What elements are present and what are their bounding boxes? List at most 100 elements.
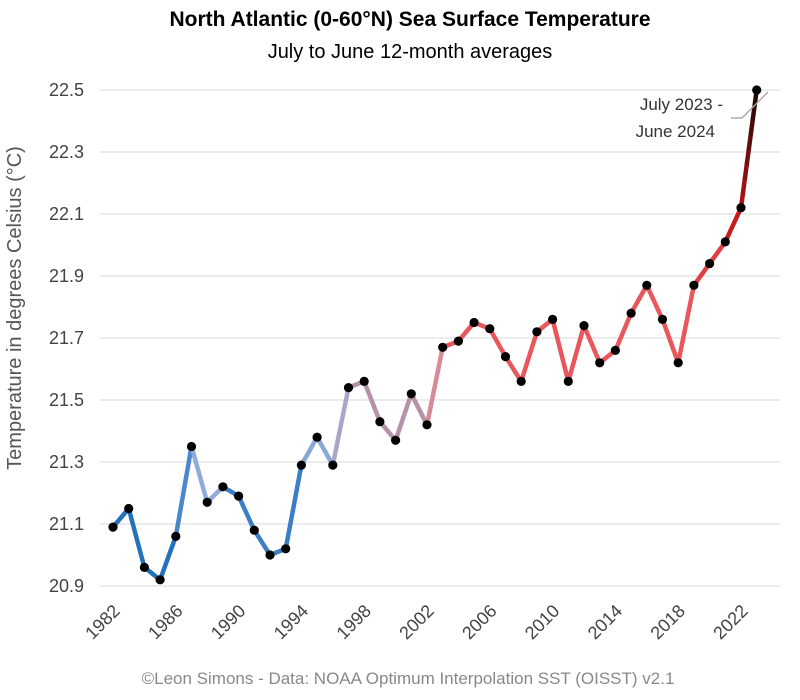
y-tick-label-3: 21.5 xyxy=(49,390,84,410)
y-tick-label-1: 21.1 xyxy=(49,514,84,534)
data-point-2022 xyxy=(736,203,746,213)
data-point-1989 xyxy=(218,482,228,492)
x-tick-labels: 1982 1986 1990 1994 1998 2002 2006 2010 2014 2018… xyxy=(81,601,751,643)
x-tick-label-8: 2014 xyxy=(584,601,626,643)
data-point-2015 xyxy=(626,308,636,318)
annotation-text-line2: June 2024 xyxy=(636,122,715,141)
chart-title: North Atlantic (0-60°N) Sea Surface Temp… xyxy=(169,8,650,31)
data-point-2019 xyxy=(689,280,699,290)
line-segment-13 xyxy=(314,434,336,468)
grid-lines xyxy=(100,89,780,587)
line-segment-4 xyxy=(173,444,194,539)
line-segment-26 xyxy=(518,329,540,384)
line-segment-5 xyxy=(189,444,210,505)
annotation: July 2023 - June 2024 xyxy=(636,91,769,141)
data-point-1990 xyxy=(234,491,244,501)
line-segment-40-4 xyxy=(746,131,754,152)
data-point-2013 xyxy=(595,358,605,368)
x-tick-label-3: 1994 xyxy=(270,601,312,643)
data-point-1999 xyxy=(375,417,385,427)
line-segment-24 xyxy=(487,326,508,359)
data-point-1997 xyxy=(343,383,354,393)
line-segment-40-6 xyxy=(750,102,757,122)
data-point-2017 xyxy=(657,314,668,324)
data-point-1992 xyxy=(265,550,275,560)
annotation-text-line1: July 2023 - xyxy=(640,95,723,114)
data-point-2010 xyxy=(548,314,558,324)
line-segment-36 xyxy=(675,283,697,366)
line-segment-20 xyxy=(424,345,445,428)
data-point-1995 xyxy=(312,432,322,442)
y-tick-label-7: 22.3 xyxy=(49,142,84,162)
y-tick-labels: 20.9 21.1 21.3 21.5 21.7 21.9 22.1 22.3 22.5 xyxy=(49,80,84,596)
data-point-2006 xyxy=(485,324,495,334)
data-point-2005 xyxy=(469,317,479,328)
line-segment-16 xyxy=(361,379,383,424)
annotation-leader-line-diagonal xyxy=(741,91,769,119)
source-credit: ©Leon Simons - Data: NOAA Optimum Interp… xyxy=(142,669,675,688)
data-point-2018 xyxy=(673,358,683,368)
line-segment-1 xyxy=(126,506,147,570)
data-point-2004 xyxy=(453,336,463,346)
data-point-1996 xyxy=(328,460,338,470)
data-point-2014 xyxy=(610,345,621,355)
data-point-1987 xyxy=(186,441,197,452)
data-point-1991 xyxy=(249,525,259,535)
data-point-2003 xyxy=(438,342,448,352)
y-tick-label-4: 21.7 xyxy=(49,328,84,348)
x-tick-label-1: 1986 xyxy=(144,601,186,643)
y-tick-label-8: 22.5 xyxy=(49,80,84,100)
line-segment-19 xyxy=(409,391,430,428)
line-segment-40-2 xyxy=(742,161,750,181)
data-point-2011 xyxy=(563,376,573,386)
line-segment-28 xyxy=(550,317,571,384)
data-point-2021 xyxy=(720,237,730,247)
series-line xyxy=(110,87,759,583)
line-segment-14 xyxy=(330,385,351,468)
data-point-2007 xyxy=(500,352,511,362)
y-tick-label-5: 21.9 xyxy=(49,266,84,286)
line-segment-40-1 xyxy=(740,176,748,196)
line-segment-8 xyxy=(236,493,257,533)
data-point-1984 xyxy=(139,562,149,573)
line-segment-30 xyxy=(581,323,602,366)
line-segment-32 xyxy=(613,310,634,353)
data-point-1994 xyxy=(296,460,306,470)
data-point-2000 xyxy=(391,435,401,445)
data-point-2001 xyxy=(406,389,416,399)
data-point-1988 xyxy=(202,497,212,507)
line-segment-34 xyxy=(644,283,665,322)
data-point-2008 xyxy=(516,376,526,386)
line-segment-25 xyxy=(503,354,524,384)
y-tick-label-2: 21.3 xyxy=(49,452,84,472)
chart-subtitle: July to June 12-month averages xyxy=(268,41,553,63)
y-tick-label-0: 20.9 xyxy=(49,576,84,596)
series-points xyxy=(108,85,762,585)
line-segment-12 xyxy=(299,434,320,468)
x-tick-label-5: 2002 xyxy=(395,601,437,643)
line-segment-33 xyxy=(628,283,650,316)
line-segment-18 xyxy=(393,391,414,443)
x-tick-label-0: 1982 xyxy=(81,601,123,643)
y-axis-label: Temperature in degrees Celsius (°C) xyxy=(4,146,26,470)
y-tick-label-6: 22.1 xyxy=(49,204,84,224)
x-tick-label-7: 2010 xyxy=(521,601,563,643)
line-segment-3 xyxy=(157,534,179,583)
x-tick-label-9: 2018 xyxy=(647,601,689,643)
x-tick-label-10: 2022 xyxy=(709,601,751,643)
data-point-2023 xyxy=(752,85,762,95)
line-segment-29 xyxy=(566,323,587,384)
line-segment-39 xyxy=(723,205,744,245)
x-tick-label-4: 1998 xyxy=(333,601,375,643)
data-point-2020 xyxy=(705,259,715,269)
line-segment-11 xyxy=(283,462,304,552)
data-point-2002 xyxy=(422,420,432,430)
data-point-1982 xyxy=(108,522,118,532)
data-point-2016 xyxy=(642,280,652,290)
line-segment-40-5 xyxy=(748,117,756,137)
x-tick-label-6: 2006 xyxy=(458,601,500,643)
line-segment-9 xyxy=(252,527,273,558)
data-point-1986 xyxy=(171,531,181,542)
data-point-2009 xyxy=(532,327,542,337)
